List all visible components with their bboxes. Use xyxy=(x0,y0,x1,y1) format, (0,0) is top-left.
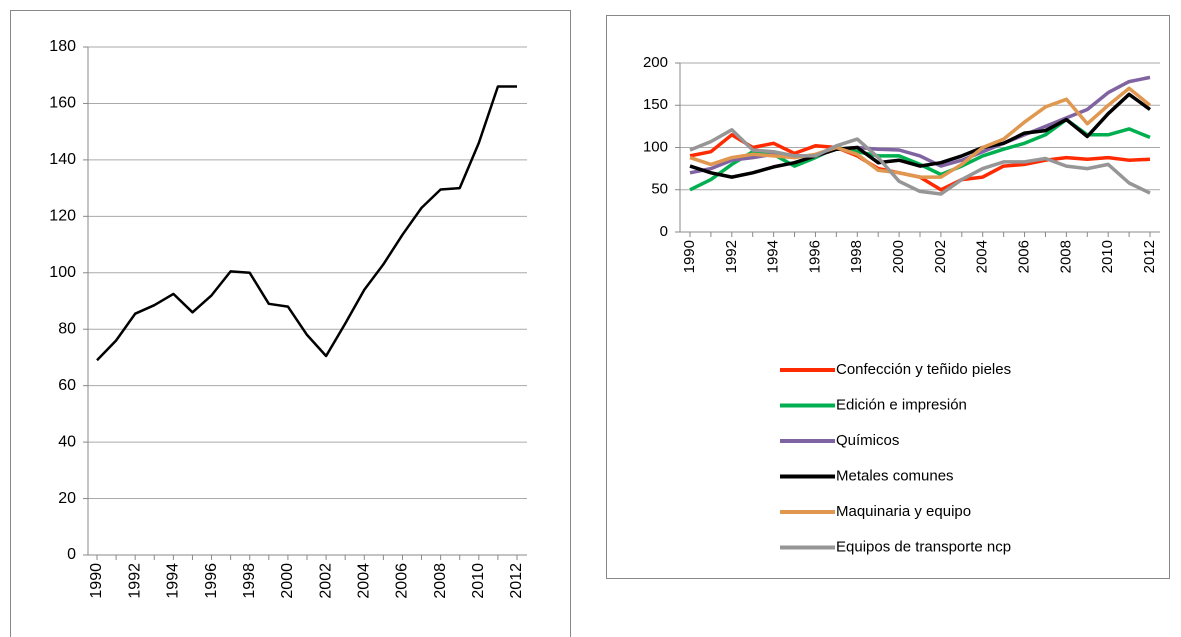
y-tick-label: 150 xyxy=(643,96,668,113)
x-tick-label: 2004 xyxy=(355,563,372,599)
legend-label: Maquinaria y equipo xyxy=(836,503,971,520)
chart-frame xyxy=(10,10,571,637)
y-tick-label: 180 xyxy=(49,38,76,55)
legend-label: Equipos de transporte ncp xyxy=(836,538,1011,555)
x-tick-label: 2012 xyxy=(1141,240,1158,273)
x-tick-label: 1990 xyxy=(681,240,698,273)
x-tick-label: 1992 xyxy=(723,240,740,273)
x-tick-label: 1996 xyxy=(203,563,220,599)
x-tick-label: 2008 xyxy=(1057,240,1074,273)
y-tick-label: 140 xyxy=(49,151,76,168)
y-tick-label: 120 xyxy=(49,208,76,225)
data-line xyxy=(689,92,1152,179)
x-tick-label: 1990 xyxy=(88,563,105,599)
y-tick-label: 50 xyxy=(651,181,668,198)
y-tick-label: 160 xyxy=(49,95,76,112)
data-line xyxy=(96,85,517,362)
x-tick-label: 2012 xyxy=(508,563,525,599)
x-tick-label: 2002 xyxy=(317,563,334,599)
y-tick-label: 80 xyxy=(58,320,76,337)
chart-frame xyxy=(606,15,1170,579)
legend-label: Químicos xyxy=(836,432,899,449)
legend-label: Metales comunes xyxy=(836,467,954,484)
data-line xyxy=(689,86,1152,179)
y-tick-label: 0 xyxy=(660,223,668,240)
x-tick-label: 1996 xyxy=(806,240,823,273)
x-tick-label: 1998 xyxy=(241,563,258,599)
y-tick-label: 40 xyxy=(58,433,76,450)
x-tick-label: 2010 xyxy=(470,563,487,599)
y-tick-label: 100 xyxy=(643,138,668,155)
x-tick-label: 2000 xyxy=(279,563,296,599)
x-tick-label: 2002 xyxy=(932,240,949,273)
x-tick-label: 2004 xyxy=(974,240,991,273)
x-tick-label: 1994 xyxy=(165,563,182,599)
y-tick-label: 200 xyxy=(643,54,668,71)
legend-label: Edición e impresión xyxy=(836,396,967,413)
y-tick-label: 60 xyxy=(58,377,76,394)
x-tick-label: 2006 xyxy=(394,563,411,599)
x-tick-label: 2000 xyxy=(890,240,907,273)
x-tick-label: 1992 xyxy=(126,563,143,599)
x-tick-label: 2008 xyxy=(432,563,449,599)
y-tick-label: 100 xyxy=(49,264,76,281)
x-tick-label: 1998 xyxy=(848,240,865,273)
y-tick-label: 20 xyxy=(58,490,76,507)
y-tick-label: 0 xyxy=(67,546,76,563)
data-line xyxy=(689,128,1151,196)
legend-label: Confección y teñido pieles xyxy=(836,361,1011,378)
x-tick-label: 2010 xyxy=(1099,240,1116,273)
x-tick-label: 2006 xyxy=(1016,240,1033,273)
x-tick-label: 1994 xyxy=(765,240,782,273)
